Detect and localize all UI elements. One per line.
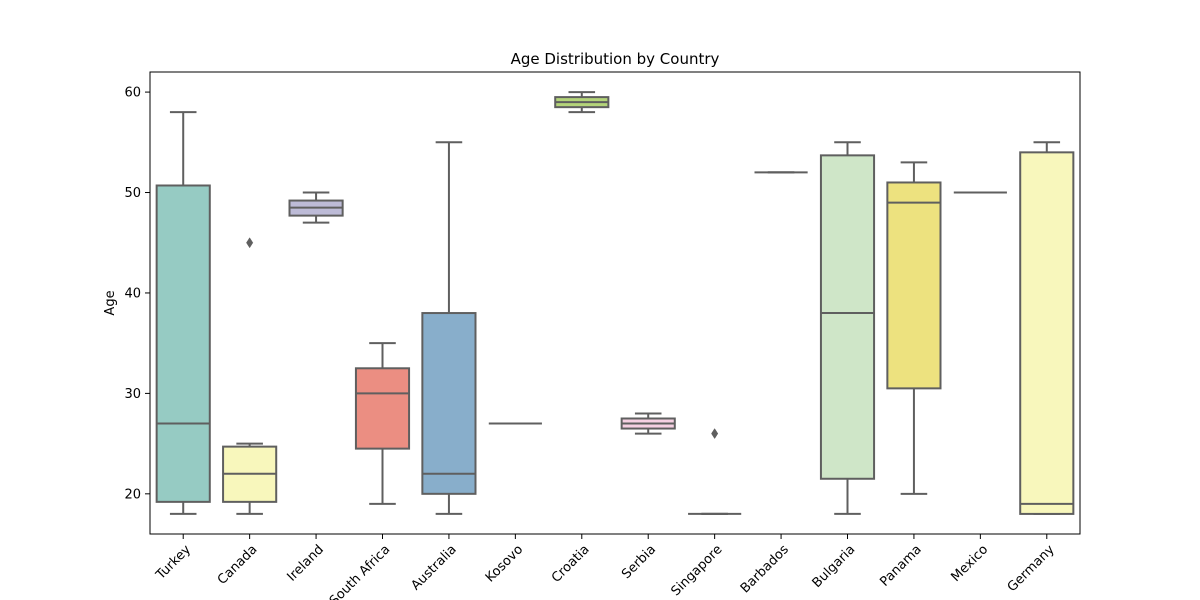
- x-tick-label: Panama: [877, 542, 924, 589]
- y-tick-label: 50: [124, 186, 141, 201]
- plot-frame: [149, 71, 1081, 535]
- x-tick-label: Barbados: [738, 542, 792, 596]
- box-canada: [222, 237, 278, 515]
- iqr-box: [886, 181, 942, 390]
- plot-area: 20 30 40 50 60 Turkey Canada Ireland South Afric…: [124, 86, 1075, 600]
- iqr-box: [155, 184, 211, 503]
- box-serbia: [620, 412, 676, 435]
- y-tick-label: 60: [124, 86, 141, 101]
- x-tick-label: Ireland: [284, 542, 326, 584]
- outlier-point: [711, 428, 719, 440]
- x-tick-label: Australia: [408, 542, 459, 593]
- box-australia: [421, 141, 477, 515]
- y-tick-label: 20: [124, 487, 141, 502]
- x-tick-label: Serbia: [619, 542, 659, 582]
- chart-title: Age Distribution by Country: [511, 50, 720, 68]
- x-tick-label: Germany: [1005, 542, 1058, 595]
- box-bulgaria: [819, 141, 876, 515]
- x-tick-label: Bulgaria: [810, 542, 859, 591]
- x-tick-label: Croatia: [549, 542, 593, 586]
- iqr-box: [354, 367, 411, 450]
- box-germany: [1019, 141, 1075, 515]
- y-axis-label: Age: [103, 290, 118, 315]
- x-tick-label: Singapore: [668, 542, 725, 599]
- x-tick-label: Canada: [215, 542, 261, 588]
- box-panama: [886, 161, 942, 495]
- iqr-box: [421, 312, 477, 495]
- x-tick-label: Mexico: [948, 542, 991, 585]
- x-tick-label: South Africa: [327, 542, 393, 600]
- iqr-box: [1019, 151, 1075, 515]
- y-tick-label: 40: [124, 286, 141, 301]
- x-tick-label: Kosovo: [483, 542, 526, 585]
- box-turkey: [155, 111, 211, 515]
- y-tick-label: 30: [124, 387, 141, 402]
- box-ireland: [288, 191, 344, 224]
- iqr-box: [819, 154, 876, 480]
- box-south-africa: [354, 342, 411, 505]
- box-croatia: [554, 91, 610, 114]
- outlier-point: [246, 237, 254, 249]
- box-singapore: [688, 428, 742, 515]
- x-tick-label: Turkey: [153, 542, 194, 583]
